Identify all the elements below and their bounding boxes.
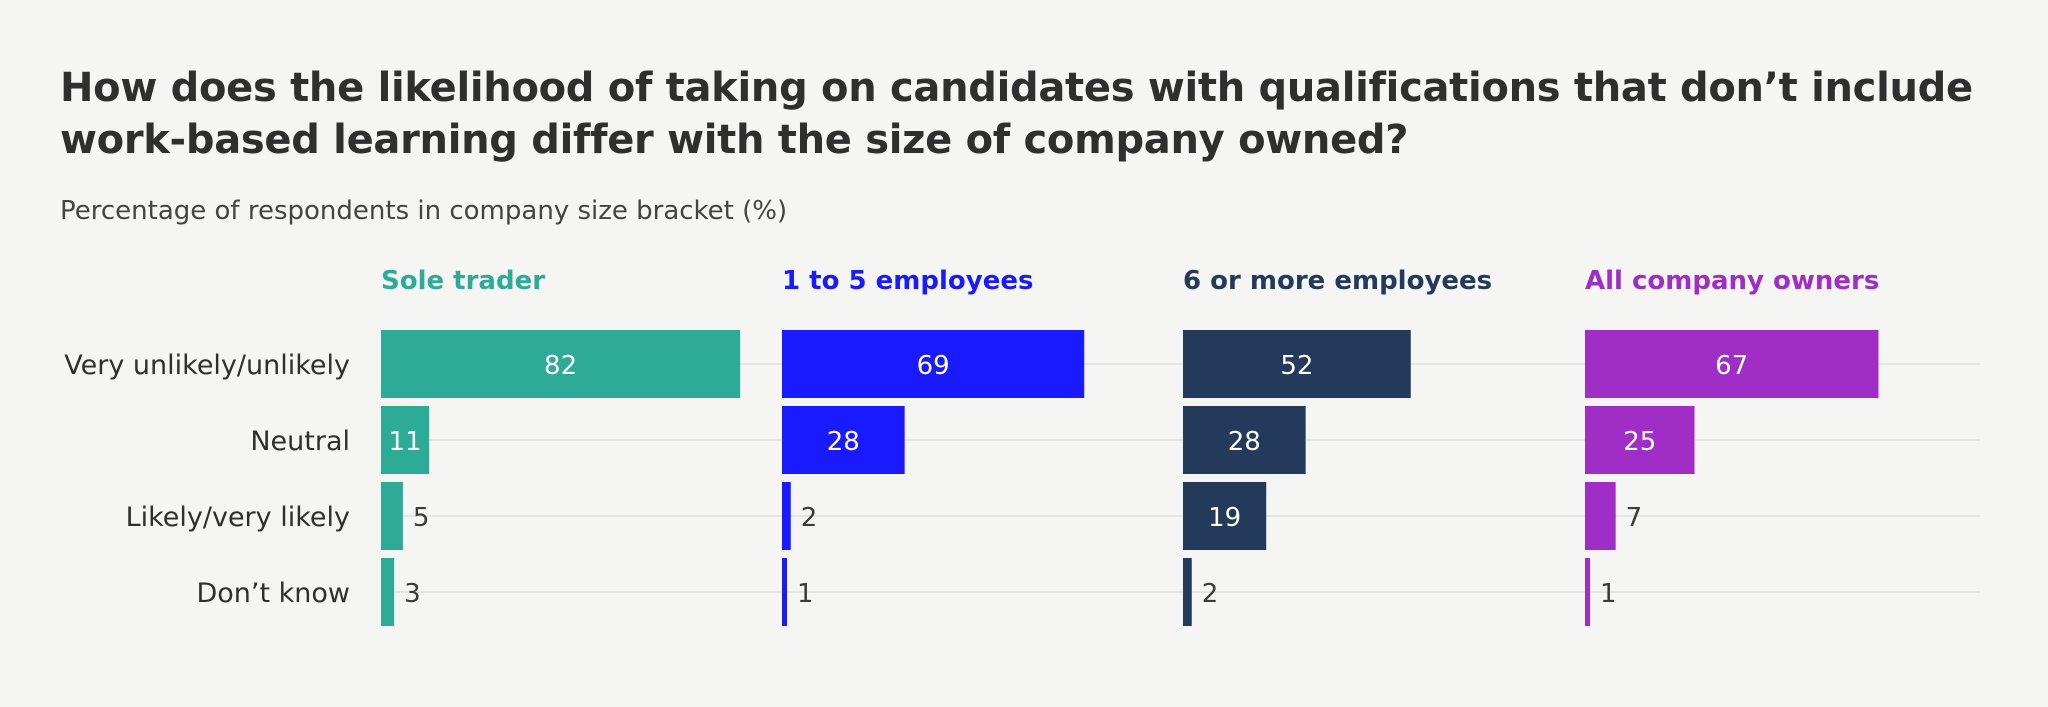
bar (782, 482, 791, 550)
data-label: 69 (917, 351, 950, 381)
series-label: 1 to 5 employees (782, 266, 1033, 296)
bar (1183, 482, 1267, 550)
chart-title: How does the likelihood of taking on can… (60, 65, 1973, 163)
bar (782, 330, 1085, 398)
data-label: 1 (797, 579, 814, 609)
data-label: 25 (1623, 427, 1656, 457)
category-label: Likely/very likely (126, 502, 350, 533)
bar (1585, 482, 1616, 550)
data-label: 52 (1280, 351, 1313, 381)
bar (1183, 330, 1411, 398)
category-label: Don’t know (196, 578, 350, 609)
data-label: 82 (544, 351, 577, 381)
category-label: Very unlikely/unlikely (64, 350, 350, 381)
series-label: Sole trader (381, 266, 545, 296)
data-label: 28 (1228, 427, 1261, 457)
bar (1585, 406, 1695, 474)
bar (381, 406, 430, 474)
series-label: 6 or more employees (1183, 266, 1492, 296)
category-label: Neutral (250, 426, 350, 457)
bar (782, 558, 787, 626)
bar (381, 482, 403, 550)
bar (381, 330, 741, 398)
data-label: 5 (413, 503, 430, 533)
bar (1183, 406, 1306, 474)
data-label: 7 (1626, 503, 1643, 533)
bar (1585, 558, 1590, 626)
chart-subtitle: Percentage of respondents in company siz… (60, 196, 788, 226)
data-label: 11 (389, 427, 422, 457)
data-label: 28 (827, 427, 860, 457)
series-label: All company owners (1585, 266, 1879, 296)
bar (1183, 558, 1192, 626)
data-label: 19 (1208, 503, 1241, 533)
bar (1585, 330, 1879, 398)
data-label: 2 (801, 503, 818, 533)
bar (782, 406, 905, 474)
data-label: 67 (1715, 351, 1748, 381)
data-label: 3 (404, 579, 421, 609)
bar (381, 558, 395, 626)
data-label: 2 (1202, 579, 1219, 609)
data-label: 1 (1600, 579, 1617, 609)
